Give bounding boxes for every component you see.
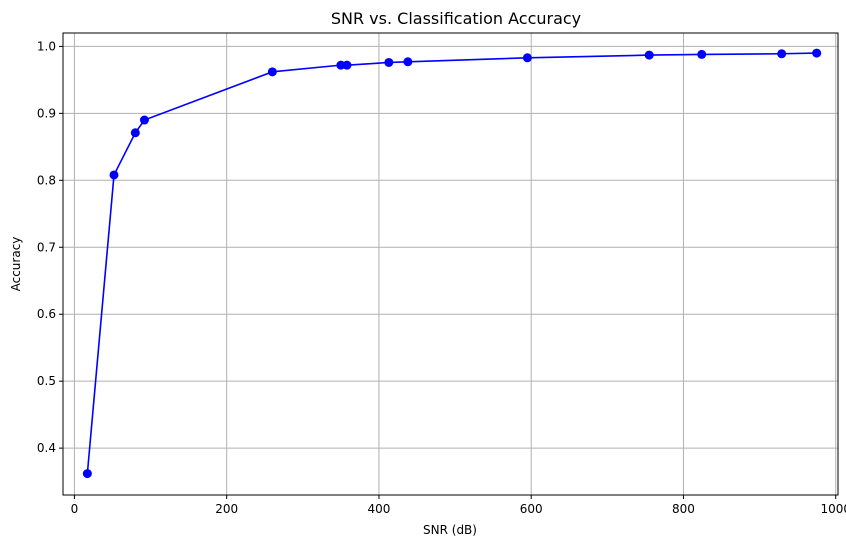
data-point [777,49,787,59]
data-point [109,170,119,180]
data-point [812,48,822,58]
y-axis-label: Accuracy [9,237,23,292]
data-point [342,60,352,70]
y-tick-label: 0.7 [37,240,56,254]
y-tick-label: 0.9 [37,106,56,120]
x-tick-label: 800 [672,502,695,516]
data-point [644,50,654,60]
data-point [139,115,149,125]
data-point [403,57,413,67]
chart-title: SNR vs. Classification Accuracy [331,9,581,28]
data-point [384,57,394,67]
y-tick-label: 0.4 [37,441,56,455]
data-point [522,53,532,63]
series-layer [82,48,822,479]
y-tick-label: 0.6 [37,307,56,321]
data-point [82,469,92,479]
x-tick-label: 400 [367,502,390,516]
data-point [130,128,140,138]
plot-frame [62,32,839,496]
y-tick-label: 0.8 [37,173,56,187]
x-tick-label: 200 [215,502,238,516]
data-point [267,67,277,77]
x-axis-label: SNR (dB) [423,523,477,537]
y-tick-label: 1.0 [37,39,56,53]
series-line [86,52,817,474]
y-tick-label: 0.5 [37,374,56,388]
x-tick-label: 600 [520,502,543,516]
grid [63,33,838,495]
x-tick-label: 0 [71,502,79,516]
data-point [697,49,707,59]
